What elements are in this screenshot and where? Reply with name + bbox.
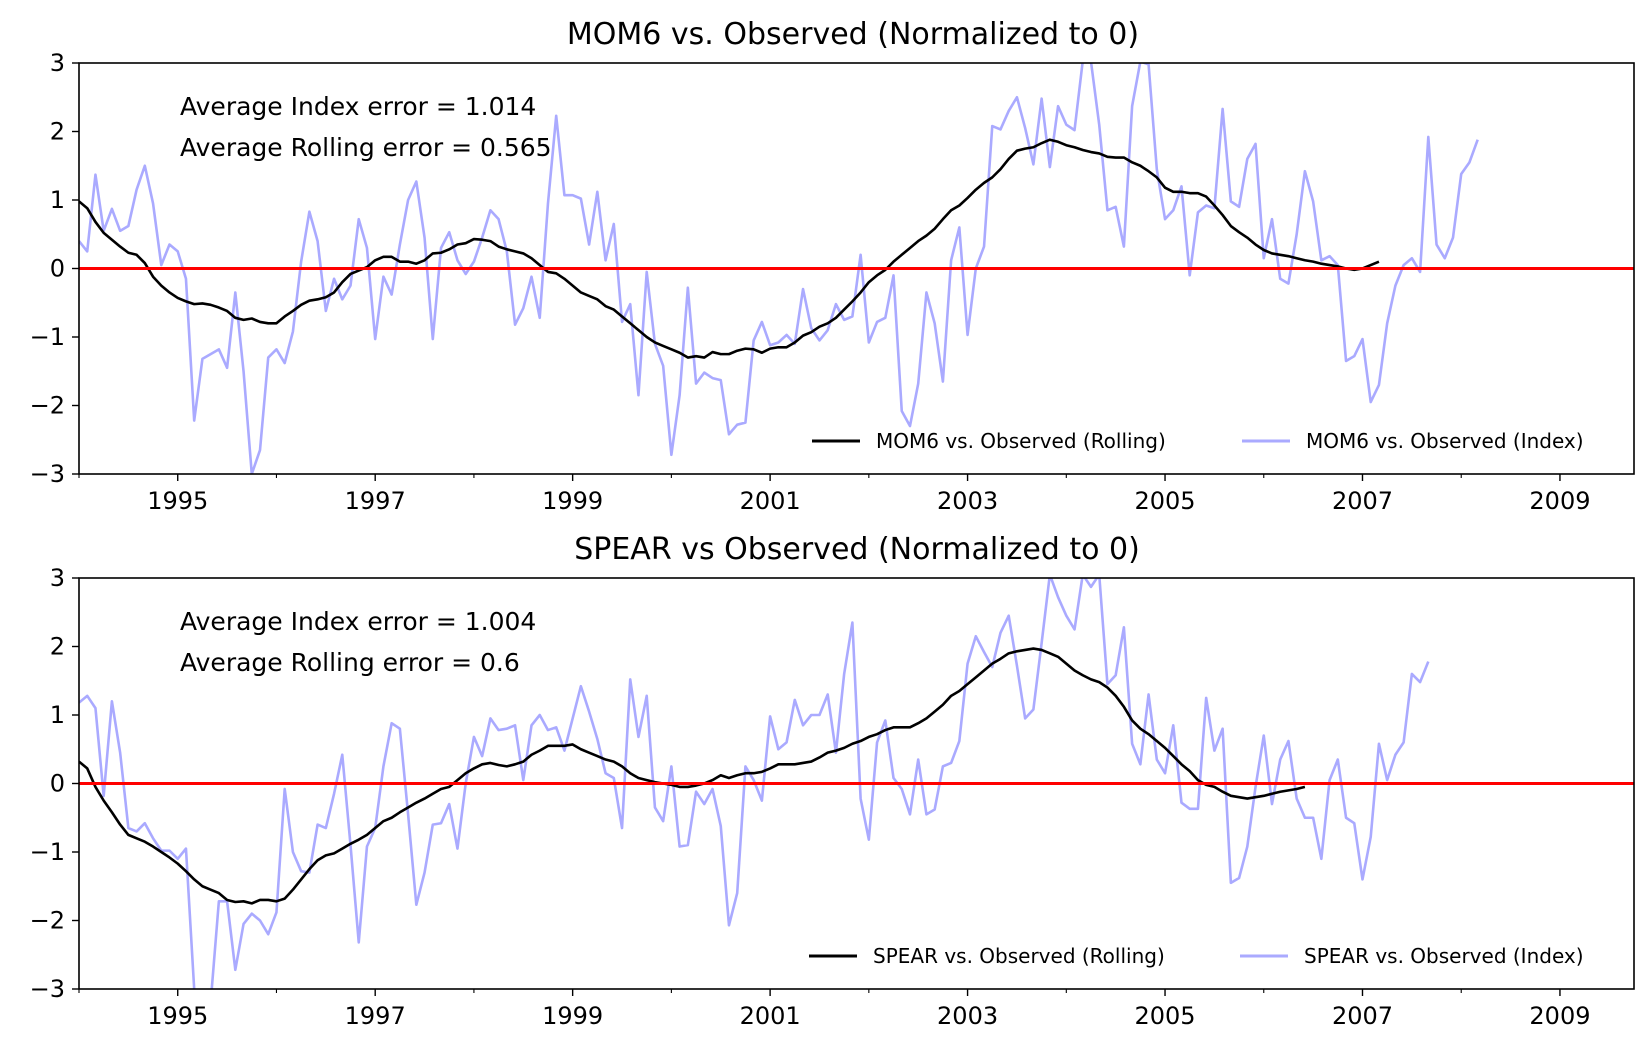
legend-label-index: SPEAR vs. Observed (Index)	[1304, 944, 1584, 968]
legend-label-rolling: SPEAR vs. Observed (Rolling)	[873, 944, 1165, 968]
chart-panel-mom6: MOM6 vs. Observed (Normalized to 0) 1995…	[30, 17, 1635, 515]
series-line-index	[79, 63, 1479, 474]
y-tick-label: 0	[50, 255, 65, 283]
series-line-rolling	[79, 647, 1306, 905]
x-tick-label: 2001	[740, 487, 801, 515]
x-tick-label: 2007	[1332, 487, 1393, 515]
y-tick-label: 1	[50, 186, 65, 214]
plot-area	[79, 63, 1634, 474]
chart-title: MOM6 vs. Observed (Normalized to 0)	[567, 17, 1139, 52]
x-tick-label: 2003	[937, 1002, 998, 1030]
legend: SPEAR vs. Observed (Rolling) SPEAR vs. O…	[809, 944, 1584, 968]
chart-title: SPEAR vs Observed (Normalized to 0)	[574, 532, 1140, 567]
annotation-rolling-error: Average Rolling error = 0.6	[180, 648, 520, 677]
x-tick-label: 1995	[147, 1002, 208, 1030]
x-tick-label: 1997	[345, 1002, 406, 1030]
x-tick-label: 2005	[1134, 487, 1195, 515]
x-tick-label: 1999	[542, 487, 603, 515]
y-tick-label: −1	[30, 323, 65, 351]
x-tick-label: 2003	[937, 487, 998, 515]
x-tick-label: 1995	[147, 487, 208, 515]
y-tick-label: −3	[30, 975, 65, 1003]
legend: MOM6 vs. Observed (Rolling) MOM6 vs. Obs…	[812, 429, 1584, 453]
x-tick-label: 2009	[1529, 1002, 1590, 1030]
plot-area	[79, 578, 1634, 989]
y-tick-label: −3	[30, 460, 65, 488]
series-line-index	[79, 578, 1430, 989]
y-tick-label: 0	[50, 770, 65, 798]
y-tick-label: 3	[50, 564, 65, 592]
x-tick-label: 1999	[542, 1002, 603, 1030]
legend-label-index: MOM6 vs. Observed (Index)	[1306, 429, 1584, 453]
y-tick-label: 2	[50, 633, 65, 661]
annotation-rolling-error: Average Rolling error = 0.565	[180, 133, 552, 162]
annotation-index-error: Average Index error = 1.004	[180, 607, 536, 636]
annotation-index-error: Average Index error = 1.014	[180, 92, 536, 121]
x-tick-label: 2005	[1134, 1002, 1195, 1030]
legend-label-rolling: MOM6 vs. Observed (Rolling)	[876, 429, 1166, 453]
x-tick-label: 2009	[1529, 487, 1590, 515]
y-tick-label: −1	[30, 838, 65, 866]
x-tick-label: 2001	[740, 1002, 801, 1030]
y-tick-label: 2	[50, 118, 65, 146]
series-line-rolling	[79, 138, 1380, 359]
chart-panel-spear: SPEAR vs Observed (Normalized to 0) 1995…	[30, 532, 1635, 1030]
x-tick-label: 1997	[345, 487, 406, 515]
y-tick-label: 1	[50, 701, 65, 729]
y-tick-label: −2	[30, 392, 65, 420]
x-tick-label: 2007	[1332, 1002, 1393, 1030]
y-tick-label: −2	[30, 907, 65, 935]
y-tick-label: 3	[50, 49, 65, 77]
